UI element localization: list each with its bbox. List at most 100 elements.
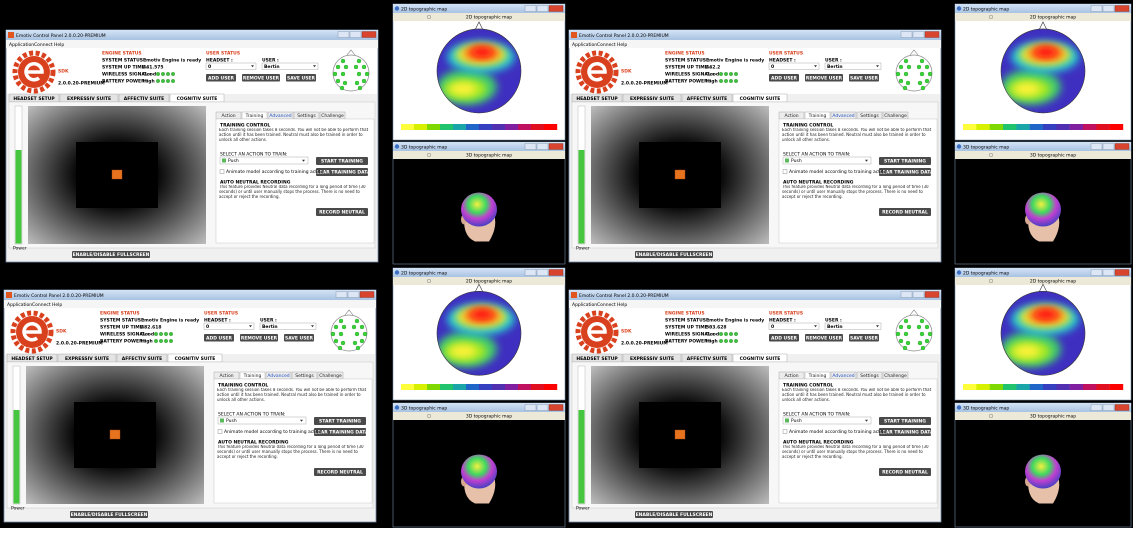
close-button[interactable] [924, 31, 940, 38]
dropdown[interactable] [205, 62, 257, 70]
maximize-button[interactable] [536, 269, 549, 276]
button[interactable] [72, 251, 150, 258]
user-status-heading: USER STATUS [204, 311, 238, 317]
minimize-button[interactable] [337, 31, 350, 38]
minimize-button[interactable] [524, 404, 537, 411]
electrode [902, 85, 908, 91]
maximize-button[interactable] [912, 31, 925, 38]
close-button[interactable] [1114, 143, 1130, 150]
checkbox[interactable] [219, 169, 225, 174]
electrode [356, 71, 362, 77]
subtab-label: Training [808, 373, 827, 379]
dropdown[interactable] [824, 322, 882, 330]
button[interactable] [316, 157, 368, 165]
maximize-button[interactable] [912, 291, 925, 298]
minimize-button[interactable] [524, 5, 537, 12]
dropdown[interactable] [824, 62, 882, 70]
close-button[interactable] [548, 404, 564, 411]
button[interactable] [879, 417, 931, 425]
button[interactable] [879, 208, 931, 216]
minimize-button[interactable] [524, 269, 537, 276]
maximize-button[interactable] [536, 5, 549, 12]
dropdown[interactable] [768, 322, 820, 330]
maximize-button[interactable] [536, 143, 549, 150]
maximize-button[interactable] [1102, 5, 1115, 12]
topography [1001, 28, 1085, 113]
button[interactable] [204, 334, 234, 342]
close-button[interactable] [548, 143, 564, 150]
dropdown[interactable] [259, 322, 317, 330]
button[interactable] [635, 511, 713, 518]
engine-status-heading: ENGINE STATUS [100, 311, 140, 317]
button[interactable] [284, 334, 314, 342]
button[interactable] [805, 74, 843, 82]
power-label: Power [576, 506, 590, 512]
button[interactable] [286, 74, 316, 82]
close-button[interactable] [361, 31, 377, 38]
button[interactable] [805, 334, 843, 342]
checkbox[interactable] [782, 169, 788, 174]
power-label: Power [576, 246, 590, 252]
button[interactable] [849, 334, 879, 342]
minimize-button[interactable] [1090, 5, 1103, 12]
maximize-button[interactable] [1102, 143, 1115, 150]
button-label: REMOVE USER [806, 75, 843, 81]
close-button[interactable] [548, 269, 564, 276]
button[interactable] [314, 417, 366, 425]
button[interactable] [879, 157, 931, 165]
close-button[interactable] [1114, 269, 1130, 276]
button[interactable] [70, 511, 148, 518]
action-dropdown[interactable] [782, 416, 872, 425]
status-dot [724, 332, 728, 336]
button[interactable] [206, 74, 236, 82]
close-button[interactable] [359, 291, 375, 298]
action-dropdown[interactable] [219, 156, 309, 165]
button[interactable] [635, 251, 713, 258]
maximize-button[interactable] [1102, 404, 1115, 411]
button[interactable] [316, 168, 368, 176]
button[interactable] [769, 334, 799, 342]
button[interactable] [879, 468, 931, 476]
status-dot [164, 339, 168, 343]
status-value: High [143, 79, 155, 85]
action-value: Push [226, 418, 237, 424]
action-dropdown[interactable] [217, 416, 307, 425]
button[interactable] [879, 428, 931, 436]
close-button[interactable] [548, 5, 564, 12]
user-status-heading: USER STATUS [769, 311, 803, 317]
minimize-button[interactable] [900, 291, 913, 298]
status-dot [729, 339, 733, 343]
colorbar-segment [505, 124, 519, 130]
button[interactable] [240, 334, 278, 342]
button[interactable] [316, 208, 368, 216]
maximize-button[interactable] [536, 404, 549, 411]
dropdown[interactable] [768, 62, 820, 70]
select-label: SELECT AN ACTION TO TRAIN: [783, 152, 851, 158]
action-dropdown[interactable] [782, 156, 872, 165]
minimize-button[interactable] [335, 291, 348, 298]
button[interactable] [879, 168, 931, 176]
close-button[interactable] [1114, 404, 1130, 411]
button[interactable] [242, 74, 280, 82]
close-button[interactable] [924, 291, 940, 298]
button[interactable] [314, 428, 366, 436]
button[interactable] [769, 74, 799, 82]
checkbox[interactable] [782, 429, 788, 434]
checkbox[interactable] [217, 429, 223, 434]
dropdown[interactable] [203, 322, 255, 330]
maximize-button[interactable] [349, 31, 362, 38]
maximize-button[interactable] [1102, 269, 1115, 276]
minimize-button[interactable] [900, 31, 913, 38]
maximize-button[interactable] [347, 291, 360, 298]
button[interactable] [849, 74, 879, 82]
minimize-button[interactable] [524, 143, 537, 150]
colorbar-segment [976, 124, 990, 130]
button[interactable] [314, 468, 366, 476]
close-button[interactable] [1114, 5, 1130, 12]
minimize-button[interactable] [1090, 404, 1103, 411]
toolbar-icon [989, 413, 994, 418]
training-text: Each training session takes 8 seconds. Y… [782, 388, 932, 402]
minimize-button[interactable] [1090, 269, 1103, 276]
dropdown[interactable] [261, 62, 319, 70]
minimize-button[interactable] [1090, 143, 1103, 150]
